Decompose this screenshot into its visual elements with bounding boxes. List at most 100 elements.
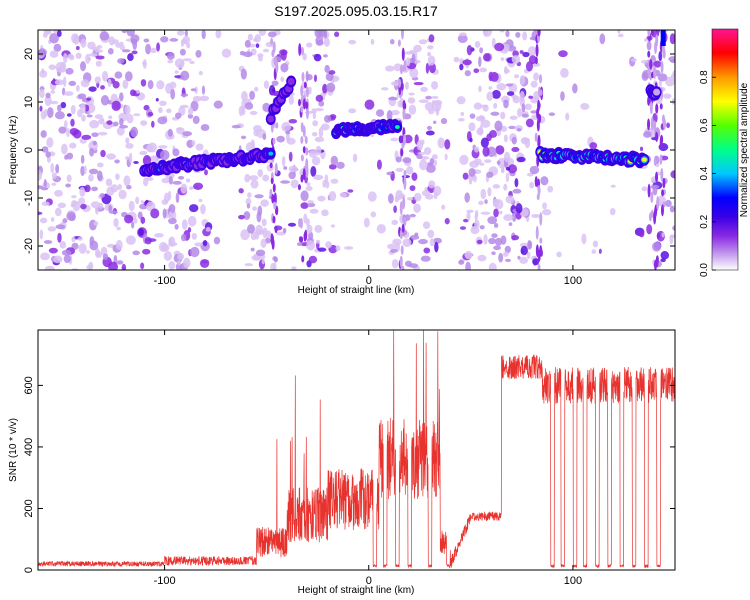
spectrogram-noise-blob xyxy=(475,115,486,122)
spectrogram-noise-blob xyxy=(413,44,422,53)
spectrogram-streak xyxy=(399,64,403,75)
spectrogram-noise-blob xyxy=(478,200,484,206)
spectrogram-noise-blob xyxy=(456,96,466,105)
spectrogram-noise-blob xyxy=(273,256,278,263)
spectrogram-noise-blob xyxy=(406,57,411,67)
spectrogram-streak xyxy=(656,232,660,239)
spectrogram-streak xyxy=(539,237,543,244)
spectrogram-streak xyxy=(305,86,309,98)
spectrogram-noise-blob xyxy=(491,251,496,256)
spectrogram-noise-blob xyxy=(469,137,473,143)
snr-panel: -100 0 100 0 200 400 600 Height of straight li… xyxy=(8,329,676,596)
spectrogram-noise-blob xyxy=(638,231,645,238)
spectrogram-noise-blob xyxy=(409,234,420,240)
spectrogram-noise-blob xyxy=(409,185,416,192)
spectrogram-noise-blob xyxy=(310,165,317,177)
spectrogram-noise-blob xyxy=(238,214,245,220)
spectrogram-edge-signal xyxy=(660,30,666,46)
spectrogram-noise-blob xyxy=(311,132,318,137)
spectrogram-streak xyxy=(659,135,663,149)
spectrogram-noise-blob xyxy=(79,102,86,114)
spectrogram-noise-blob xyxy=(94,76,101,84)
spectrogram-noise-blob xyxy=(48,247,58,254)
spectrogram-noise-blob xyxy=(504,245,511,254)
spectrogram-noise-blob xyxy=(166,108,172,114)
spectrogram-noise-blob xyxy=(309,208,319,214)
spectrogram-noise-blob xyxy=(126,113,134,124)
spectrogram-noise-blob xyxy=(199,95,210,102)
spectrogram-noise-blob xyxy=(480,137,489,148)
spectrogram-noise-blob xyxy=(55,224,66,230)
spectrogram-noise-blob xyxy=(168,176,173,185)
spectrogram-noise-blob xyxy=(258,55,263,62)
spectrogram-noise-blob xyxy=(386,171,393,176)
spectrogram-noise-blob xyxy=(242,51,253,58)
spectrogram-noise-blob xyxy=(182,35,190,45)
spectrogram-noise-blob xyxy=(640,60,649,64)
spectrogram-noise-blob xyxy=(392,238,402,246)
spectrogram-streak xyxy=(403,169,407,179)
spectrogram-noise-blob xyxy=(500,57,504,62)
spectrogram-noise-blob xyxy=(100,118,105,122)
spectrogram-noise-blob xyxy=(253,38,258,42)
spectrogram-streak xyxy=(659,103,663,110)
spectrogram-noise-blob xyxy=(86,97,92,101)
chart-title: S197.2025.095.03.15.R17 xyxy=(274,3,438,19)
spectrogram-noise-blob xyxy=(326,82,336,93)
spectrogram-noise-blob xyxy=(174,70,179,74)
spectrogram-streak xyxy=(647,50,651,58)
spectrogram-noise-blob xyxy=(257,205,263,217)
spectrogram-noise-blob xyxy=(118,92,124,102)
spectrogram-streak xyxy=(300,85,304,97)
spectrogram-noise-blob xyxy=(484,159,492,164)
spectrogram-noise-blob xyxy=(558,50,568,58)
spectrogram-noise-blob xyxy=(97,131,108,136)
spectrogram-noise-blob xyxy=(267,31,277,38)
spectrogram-noise-blob xyxy=(260,199,269,207)
colorbar-tick-label: 0.8 xyxy=(699,70,710,84)
spectrogram-noise-blob xyxy=(643,38,648,42)
spectrogram-noise-blob xyxy=(464,250,473,260)
spectrogram-noise-blob xyxy=(201,85,206,95)
spectrogram-noise-blob xyxy=(99,31,110,41)
spectrogram-noise-blob xyxy=(180,183,188,194)
spectrogram-y-tick-label: 10 xyxy=(23,96,35,108)
spectrogram-streak xyxy=(271,238,275,250)
spectrogram-noise-blob xyxy=(609,207,616,216)
spectrogram-noise-blob xyxy=(108,204,112,212)
spectrogram-noise-blob xyxy=(261,218,267,227)
spectrogram-noise-blob xyxy=(517,255,521,260)
spectrogram-noise-blob xyxy=(167,128,173,137)
spectrogram-streak xyxy=(305,101,309,110)
spectrogram-noise-blob xyxy=(671,98,675,105)
spectrogram-streak xyxy=(659,154,663,165)
spectrogram-noise-blob xyxy=(115,173,120,180)
spectrogram-noise-blob xyxy=(386,110,393,121)
colorbar: 0.0 0.2 0.4 0.6 0.8 Normalized spectral ampl… xyxy=(699,28,750,277)
spectrogram-noise-blob xyxy=(476,239,483,245)
spectrogram-noise-blob xyxy=(262,227,268,239)
spectrogram-noise-blob xyxy=(65,183,72,188)
spectrogram-noise-blob xyxy=(395,156,402,163)
spectrogram-streak xyxy=(656,196,660,211)
spectrogram-noise-blob xyxy=(321,209,329,217)
spectrogram-noise-blob xyxy=(306,74,313,81)
spectrogram-noise-blob xyxy=(55,61,66,73)
spectrogram-noise-blob xyxy=(126,30,135,37)
spectrogram-noise-blob xyxy=(589,142,598,150)
spectrogram-noise-blob xyxy=(314,136,325,143)
spectrogram-noise-blob xyxy=(195,143,204,151)
spectrogram-noise-blob xyxy=(375,109,385,117)
spectrogram-noise-blob xyxy=(168,217,177,225)
snr-x-axis-label: Height of straight line (km) xyxy=(298,585,415,596)
spectrogram-noise-blob xyxy=(279,49,288,56)
spectrogram-noise-blob xyxy=(444,153,448,161)
spectrogram-noise-blob xyxy=(376,159,382,170)
spectrogram-noise-blob xyxy=(363,217,370,228)
spectrogram-noise-blob xyxy=(591,249,597,254)
spectrogram-noise-blob xyxy=(422,221,431,229)
spectrogram-streak xyxy=(402,196,406,210)
spectrogram-noise-blob xyxy=(100,246,108,256)
spectrogram-noise-blob xyxy=(68,54,75,61)
spectrogram-noise-blob xyxy=(125,137,130,144)
